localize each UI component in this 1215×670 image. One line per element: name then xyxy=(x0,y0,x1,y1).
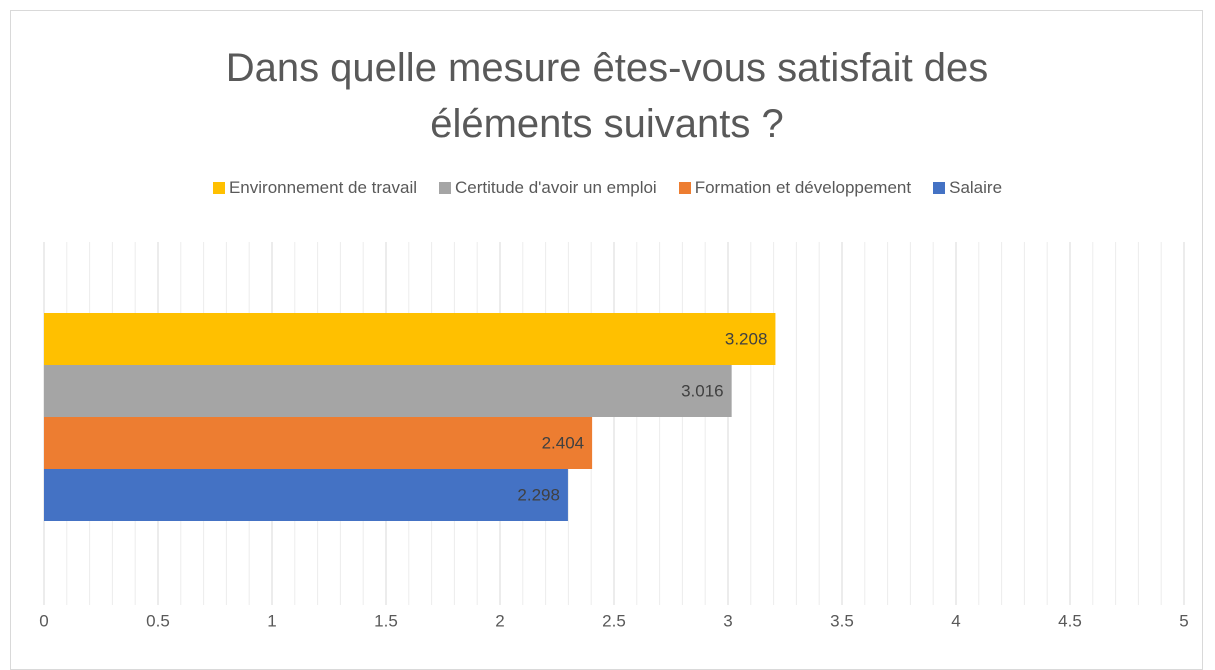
x-tick-label: 0 xyxy=(39,611,48,630)
data-label: 3.208 xyxy=(725,329,768,348)
x-tick-label: 5 xyxy=(1179,611,1188,630)
legend: Environnement de travail Certitude d'avoi… xyxy=(0,178,1215,198)
x-tick-label: 0.5 xyxy=(146,611,170,630)
legend-swatch xyxy=(933,182,946,194)
x-tick-label: 2 xyxy=(495,611,504,630)
bar xyxy=(44,469,568,521)
bar xyxy=(44,417,593,469)
page: 0 0.5 1 1.5 2 2.5 3 3.5 4 4.5 5 3.208 3.016 2.404 2.29… xyxy=(0,10,1215,670)
legend-swatch xyxy=(678,182,691,194)
x-tick-label: 3.5 xyxy=(830,611,854,630)
data-label: 3.016 xyxy=(681,381,724,400)
x-tick-label: 1 xyxy=(267,611,276,630)
legend-label: Formation et développement xyxy=(694,178,912,197)
x-tick-label: 4.5 xyxy=(1058,611,1082,630)
legend-entry: Environnement de travail xyxy=(212,178,418,198)
chart-title: Dans quelle mesure êtes-vous satisfait d… xyxy=(225,46,989,146)
chart: 0 0.5 1 1.5 2 2.5 3 3.5 4 4.5 5 3.208 3.016 2.404 2.29… xyxy=(39,242,1189,630)
x-tick-label: 2.5 xyxy=(602,611,626,630)
bar xyxy=(44,365,732,417)
legend-entry: Salaire xyxy=(933,178,1002,198)
legend-label: Certitude d'avoir un emploi xyxy=(455,178,657,197)
legend-label: Salaire xyxy=(949,178,1003,197)
legend-entry: Certitude d'avoir un emploi xyxy=(439,178,657,198)
legend-entry: Formation et développement xyxy=(678,178,912,198)
legend-swatch xyxy=(439,182,452,194)
bar xyxy=(44,313,776,365)
legend-swatch xyxy=(212,182,225,194)
x-tick-label: 3 xyxy=(723,611,732,630)
x-tick-label: 4 xyxy=(951,611,960,630)
legend-label: Environnement de travail xyxy=(228,178,418,197)
data-label: 2.404 xyxy=(542,433,585,452)
data-label: 2.298 xyxy=(517,485,560,504)
x-tick-label: 1.5 xyxy=(374,611,398,630)
